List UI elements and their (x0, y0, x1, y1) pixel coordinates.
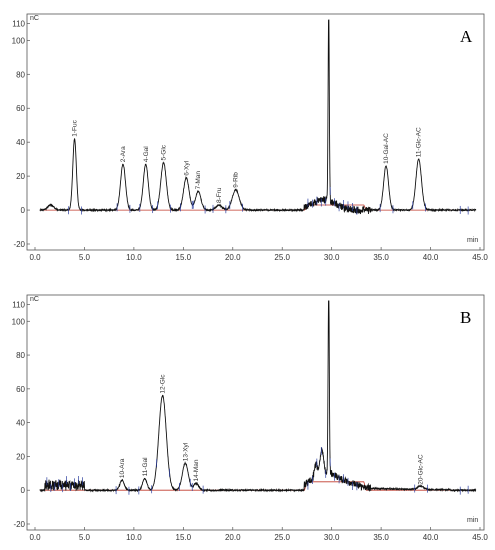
peak-label: 9-Rib (233, 172, 240, 188)
y-unit-label: nC (30, 296, 39, 303)
peak-label: 4-Gal (143, 146, 150, 162)
y-tick-label: 80 (16, 351, 25, 360)
peak-label: 6-Xyl (183, 160, 190, 175)
x-tick-label: 35.0 (373, 533, 389, 542)
x-tick-label: 20.0 (225, 533, 241, 542)
x-tick-label: 25.0 (274, 533, 290, 542)
x-unit-label: min (467, 517, 478, 524)
x-tick-label: 15.0 (176, 533, 192, 542)
x-tick-label: 35.0 (373, 253, 389, 262)
y-unit-label: nC (30, 15, 39, 22)
y-tick-label: 110 (12, 19, 25, 28)
chromatogram-trace (39, 19, 477, 215)
peak-label: 11-Glc-AC (416, 127, 423, 157)
y-tick-label: 20 (16, 172, 25, 181)
peak-label: 11-Gal (142, 457, 149, 477)
x-tick-label: 5.0 (79, 253, 91, 262)
y-tick-label: 60 (16, 385, 25, 394)
y-tick-label: 60 (16, 104, 25, 113)
x-tick-label: 0.0 (29, 533, 41, 542)
peak-label: 13-Xyl (182, 442, 189, 461)
y-tick-label: 100 (12, 36, 26, 45)
plot-frame (26, 13, 485, 251)
panel-letter: A (460, 27, 473, 46)
x-tick-label: 10.0 (126, 533, 142, 542)
x-tick-label: 15.0 (176, 253, 192, 262)
x-tick-label: 30.0 (324, 253, 340, 262)
y-tick-label: 0 (21, 206, 26, 215)
x-tick-label: 40.0 (423, 533, 439, 542)
peak-label: 1-Fuc (72, 119, 79, 136)
peak-label: 12-Glc (160, 374, 167, 394)
x-unit-label: min (467, 237, 478, 244)
y-tick-label: 80 (16, 70, 25, 79)
x-tick-label: 10.0 (126, 253, 142, 262)
panel-letter: B (460, 308, 471, 327)
x-tick-label: 0.0 (29, 253, 41, 262)
x-tick-label: 30.0 (324, 533, 340, 542)
peak-label: 8-Fru (216, 187, 223, 203)
peak-label: 14-Man (193, 459, 200, 481)
y-tick-label: -20 (13, 520, 25, 529)
x-tick-label: 45.0 (472, 253, 488, 262)
plot-frame (26, 294, 485, 531)
y-tick-label: -20 (13, 240, 25, 249)
y-tick-label: 110 (12, 300, 25, 309)
y-tick-label: 0 (21, 486, 26, 495)
chromatogram-panel-a: nC min A -20 0 20 40 60 80 100 110 0.0 5.0 10.0 15.0 20… (12, 13, 488, 262)
y-tick-label: 20 (16, 452, 25, 461)
peak-label: 20-Glc-AC (418, 454, 425, 485)
x-tick-label: 25.0 (274, 253, 290, 262)
x-tick-label: 45.0 (472, 533, 488, 542)
peak-label: 7-Man (195, 171, 202, 190)
x-tick-label: 20.0 (225, 253, 241, 262)
peak-label: 10-Gal-AC (383, 133, 390, 164)
y-tick-label: 40 (16, 419, 25, 428)
peak-label: 2-Ara (120, 146, 127, 162)
peak-label: 5-Glc (161, 144, 168, 160)
chromatogram-trace (39, 300, 477, 493)
x-tick-label: 40.0 (423, 253, 439, 262)
chromatogram-panel-b: nC min B -20 0 20 40 60 80 100 110 0.0 5.0 10.0 15.0 20… (12, 294, 488, 542)
peak-label: 10-Ara (119, 458, 126, 478)
x-tick-label: 5.0 (79, 533, 91, 542)
y-tick-label: 100 (12, 317, 26, 326)
y-tick-label: 40 (16, 138, 25, 147)
